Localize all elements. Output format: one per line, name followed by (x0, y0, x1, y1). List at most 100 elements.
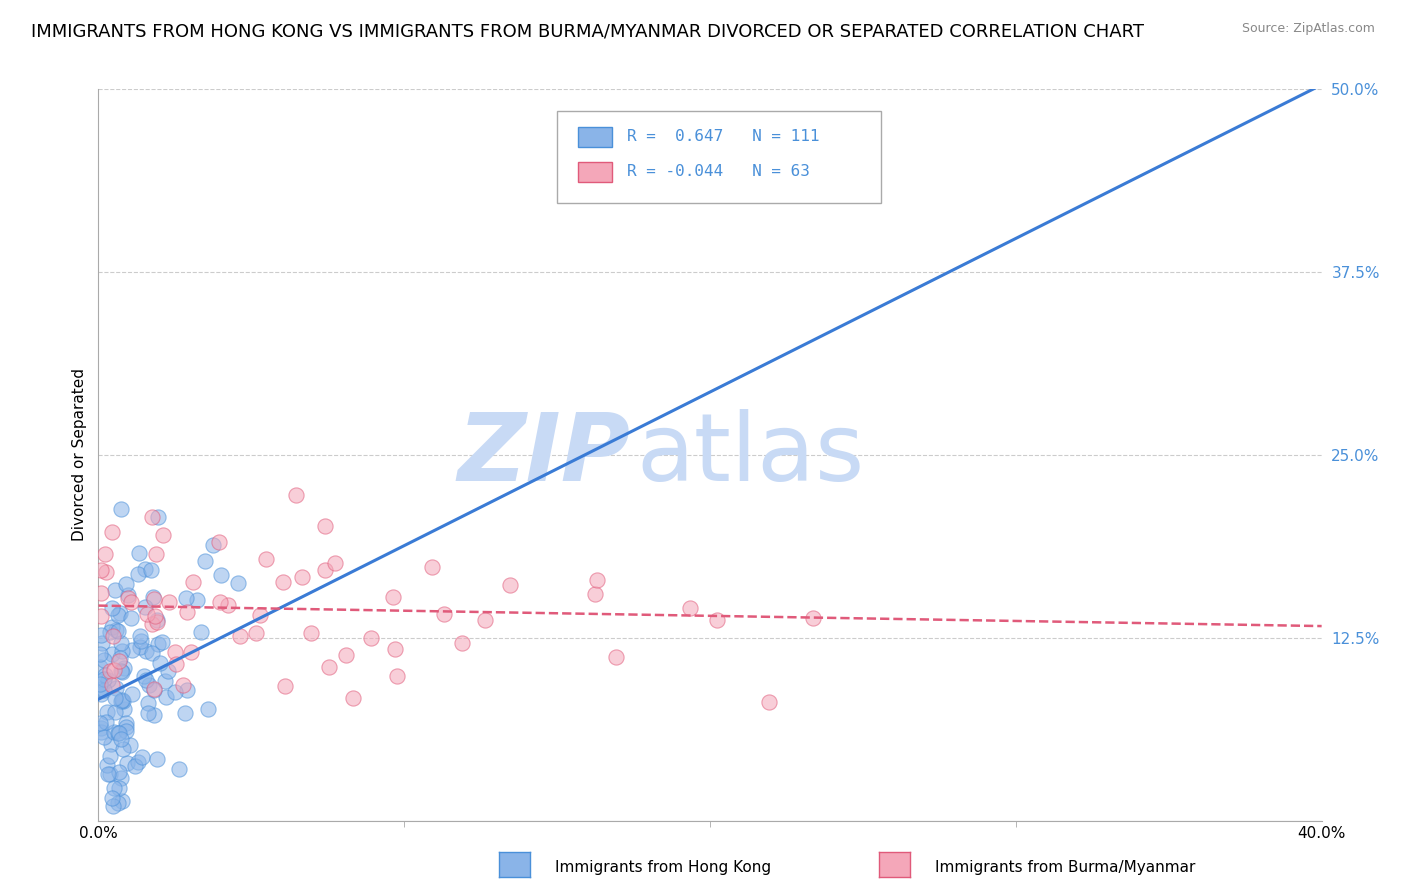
Point (89, 682, 111, 697)
Point (96, 758, 118, 772)
Point (127, 755, 149, 769)
Point (110, 694, 132, 708)
Text: Immigrants from Hong Kong: Immigrants from Hong Kong (555, 860, 772, 874)
Point (197, 701, 219, 715)
Point (104, 690, 127, 705)
Point (90, 563, 112, 577)
Point (115, 756, 138, 770)
Point (111, 742, 134, 756)
Point (143, 681, 166, 696)
Point (111, 692, 134, 706)
Point (141, 510, 163, 524)
Point (758, 695, 780, 709)
Point (101, 648, 124, 662)
Point (108, 726, 131, 740)
Point (314, 563, 336, 577)
Point (146, 637, 169, 651)
Point (98, 766, 121, 780)
Point (111, 643, 134, 657)
Point (433, 607, 456, 621)
Point (146, 752, 169, 766)
Point (387, 669, 409, 683)
Point (124, 759, 146, 773)
Point (103, 724, 125, 739)
Point (180, 645, 202, 659)
Point (314, 519, 336, 533)
Point (97, 673, 120, 687)
Point (155, 690, 177, 705)
Point (114, 723, 136, 738)
Point (381, 590, 404, 604)
Point (129, 640, 152, 654)
Point (93, 730, 115, 744)
Point (152, 528, 174, 542)
Point (121, 687, 143, 701)
Point (586, 574, 609, 588)
Point (131, 750, 153, 764)
Point (110, 731, 132, 746)
Point (143, 708, 166, 723)
Point (117, 591, 139, 605)
Point (174, 706, 197, 720)
Point (108, 781, 131, 796)
Point (110, 771, 132, 785)
Point (117, 588, 139, 602)
Point (207, 534, 229, 549)
Point (104, 583, 127, 598)
Point (323, 556, 346, 570)
Point (146, 613, 169, 627)
Point (107, 607, 129, 622)
Point (110, 664, 132, 678)
Point (96, 705, 118, 719)
Point (112, 661, 135, 675)
Point (121, 643, 143, 657)
Point (167, 762, 190, 776)
Point (136, 696, 159, 710)
Point (335, 648, 357, 662)
Point (157, 595, 180, 609)
Point (249, 608, 271, 623)
Point (90, 722, 112, 736)
Point (172, 678, 194, 692)
Point (93, 672, 115, 686)
Point (90, 585, 112, 599)
Point (114, 576, 136, 591)
Point (89, 660, 111, 674)
Point (176, 591, 198, 606)
Point (136, 607, 159, 622)
Point (245, 625, 267, 640)
Point (145, 547, 167, 561)
Point (93, 683, 115, 698)
Point (153, 674, 176, 689)
Point (176, 605, 198, 619)
Point (104, 705, 127, 719)
Point (176, 682, 198, 697)
Text: R = -0.044   N = 63: R = -0.044 N = 63 (627, 164, 810, 179)
Point (110, 650, 132, 665)
Point (108, 654, 131, 668)
Point (107, 796, 129, 810)
Point (142, 590, 165, 604)
Point (98, 625, 121, 640)
Point (186, 593, 208, 607)
Point (100, 737, 122, 751)
Point (129, 634, 152, 648)
Text: R =  0.647   N = 111: R = 0.647 N = 111 (627, 129, 820, 145)
FancyBboxPatch shape (557, 112, 882, 202)
Point (90, 725, 112, 739)
Point (209, 595, 232, 609)
Point (217, 599, 239, 613)
Point (474, 613, 496, 627)
Point (107, 624, 129, 638)
Point (111, 794, 134, 808)
Point (105, 681, 128, 695)
Point (118, 738, 141, 752)
Point (132, 669, 155, 683)
Point (194, 554, 217, 568)
Point (291, 570, 314, 584)
Point (149, 656, 172, 670)
Point (384, 641, 406, 656)
Text: Immigrants from Burma/Myanmar: Immigrants from Burma/Myanmar (935, 860, 1195, 874)
Point (89, 677, 111, 691)
Point (141, 617, 163, 632)
